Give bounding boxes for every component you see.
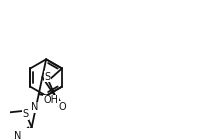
Text: OH: OH	[44, 95, 59, 105]
Text: S: S	[44, 72, 50, 82]
Text: O: O	[59, 102, 66, 112]
Text: N: N	[31, 102, 39, 112]
Text: N: N	[14, 131, 21, 140]
Text: S: S	[22, 109, 28, 119]
